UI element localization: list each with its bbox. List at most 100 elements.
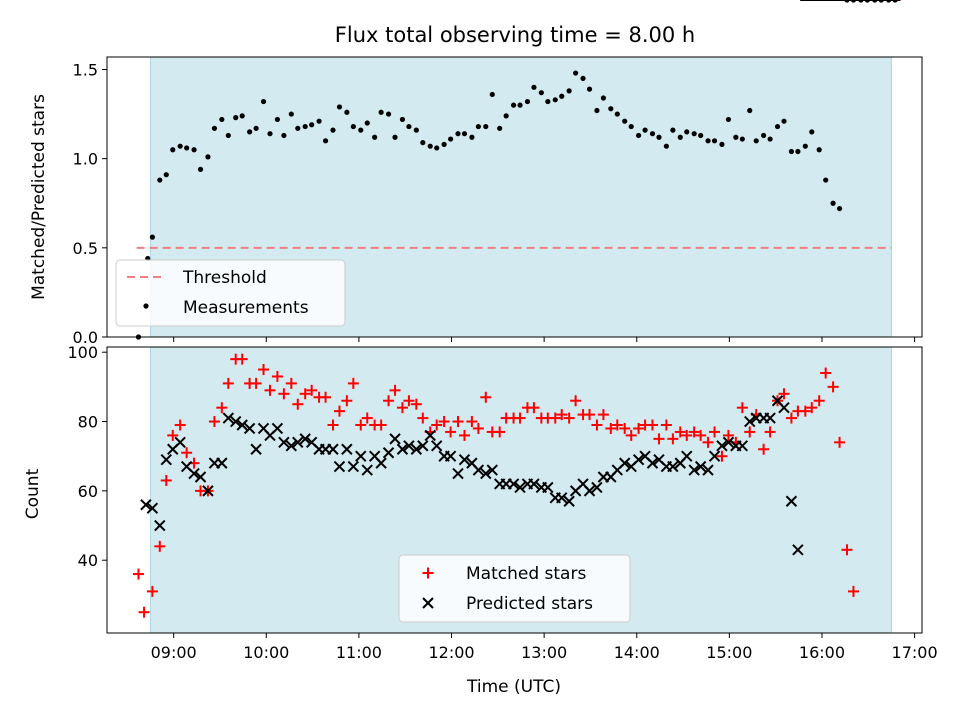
matched-star-point — [494, 426, 506, 438]
predicted-star-point — [480, 467, 492, 480]
measurement-point — [747, 107, 753, 114]
predicted-star-point — [472, 464, 485, 476]
measurement-point — [503, 113, 509, 119]
counts-y-ticks: 40 60 80 100 — [67, 343, 107, 570]
x-tick-label: 16:00 — [799, 643, 845, 662]
matched-star-point — [403, 395, 415, 407]
measurement-point — [795, 148, 801, 155]
matched-star-point — [292, 398, 304, 410]
matched-star-point — [619, 422, 631, 434]
measurement-point — [705, 138, 711, 144]
predicted-star-point — [716, 440, 728, 452]
measurement-point — [281, 132, 287, 139]
measurement-point — [636, 132, 642, 139]
matched-star-point — [333, 405, 345, 417]
threshold-legend-label: Threshold — [182, 268, 267, 288]
measurement-point — [809, 129, 815, 135]
matched-star-point — [764, 426, 776, 438]
predicted-star-point — [250, 443, 262, 455]
predicted-star-point — [236, 419, 248, 431]
matched-star-point — [138, 606, 150, 618]
measurement-point — [461, 131, 468, 137]
matched-star-point — [688, 426, 700, 438]
measurement-point — [260, 98, 267, 105]
measurement-point — [163, 172, 169, 178]
matched-star-point — [327, 419, 339, 431]
predicted-star-point — [507, 478, 520, 490]
matched-star-point — [841, 544, 853, 556]
measurement-point — [177, 143, 183, 149]
predicted-star-point — [764, 412, 776, 424]
matched-star-point — [597, 409, 609, 421]
matched-star-point — [132, 568, 144, 580]
measurement-point — [510, 102, 517, 108]
measurement-point — [725, 116, 732, 123]
predicted-star-point — [591, 481, 603, 494]
matched-star-point — [827, 381, 839, 393]
measurement-point — [788, 148, 795, 155]
measurement-point — [378, 109, 384, 115]
matched-star-point — [167, 429, 179, 441]
predicted-star-point — [361, 464, 373, 476]
measurement-point — [233, 115, 239, 121]
matched-star-point — [480, 391, 492, 403]
matched-star-point — [847, 585, 859, 597]
measurement-point — [309, 122, 315, 128]
measurement-point — [385, 111, 392, 117]
predicted-star-point — [146, 502, 159, 514]
measurement-point — [608, 106, 614, 112]
predicted-star-point — [396, 443, 409, 455]
measurement-point — [447, 136, 454, 142]
measurement-point — [455, 131, 461, 137]
predicted-star-point — [216, 457, 228, 469]
matched-star-point — [216, 402, 228, 414]
measurement-point — [330, 127, 336, 133]
matched-star-point — [785, 412, 797, 424]
matched-star-point — [674, 426, 686, 438]
predicted-star-point — [444, 450, 457, 462]
predicted-stars-points — [140, 0, 901, 556]
measurement-point — [489, 91, 495, 98]
measurement-point — [399, 116, 406, 123]
measurement-point — [364, 120, 370, 126]
ratio-y-tick-label: 1.0 — [73, 150, 98, 169]
predicted-star-point — [403, 440, 415, 452]
measurement-point — [170, 147, 176, 153]
measurement-point — [517, 102, 523, 108]
matched-legend-marker — [422, 567, 434, 579]
ratio-panel: 0.0 0.5 1.0 1.5 Matched/Predicted stars Thr… — [29, 0, 923, 347]
measurement-point — [774, 123, 781, 130]
matched-star-point — [799, 405, 811, 417]
matched-legend-swatch — [422, 567, 434, 579]
predicted-star-point — [528, 478, 540, 490]
measurement-point — [350, 123, 356, 130]
measurement-point — [761, 132, 767, 139]
matched-star-point — [702, 436, 714, 448]
matched-star-point — [417, 412, 429, 424]
x-tick-label: 10:00 — [243, 643, 289, 662]
predicted-star-point — [563, 495, 575, 507]
measurement-point — [711, 138, 718, 144]
matched-star-point — [445, 426, 457, 438]
measurement-point — [184, 145, 190, 151]
measurement-point — [295, 125, 301, 131]
measurement-point — [524, 98, 531, 105]
measurement-point — [670, 127, 676, 133]
matched-star-point — [736, 402, 748, 414]
matched-star-point — [271, 370, 283, 382]
measurement-point — [267, 131, 273, 137]
predicted-star-point — [785, 495, 798, 507]
predicted-star-point — [410, 443, 423, 455]
matched-star-point — [695, 429, 707, 441]
measurement-point — [733, 134, 739, 140]
matched-star-point — [160, 474, 172, 486]
predicted-legend-marker — [422, 597, 434, 609]
matched-star-point — [396, 402, 408, 414]
matched-star-point — [778, 388, 790, 400]
measurement-point — [149, 234, 155, 240]
measurement-point — [545, 98, 551, 105]
measurement-point — [247, 129, 253, 135]
measurement-point — [531, 84, 537, 90]
measurement-point — [816, 147, 822, 153]
measurement-point — [656, 134, 662, 140]
